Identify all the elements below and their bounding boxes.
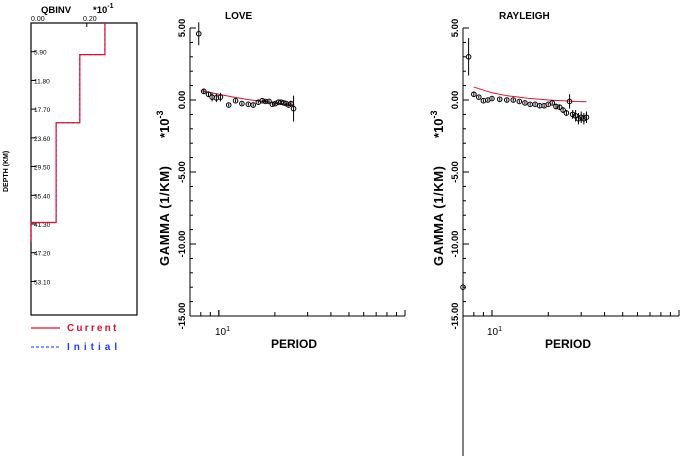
qbinv-multiplier-base: *10 — [93, 5, 107, 16]
qbinv-y-tick-label: 5.90 — [34, 50, 47, 57]
rayleigh-axes — [462, 27, 680, 456]
rayleigh-data-point — [516, 98, 523, 105]
qbinv-y-tick-label: 17.70 — [34, 107, 51, 114]
rayleigh-x-label: PERIOD — [545, 337, 591, 351]
legend-initial-label: Initial — [67, 342, 121, 353]
love-y-multiplier-exp: -3 — [155, 110, 165, 118]
rayleigh-data-point — [465, 54, 472, 60]
rayleigh-data — [460, 38, 590, 291]
love-data-point — [266, 98, 272, 105]
rayleigh-data-point — [549, 100, 556, 106]
qbinv-y-tick-label: 53.10 — [34, 279, 51, 286]
legend-current-label: Current — [67, 323, 119, 334]
rayleigh-data-point — [560, 107, 566, 113]
love-data-point — [250, 102, 257, 108]
love-data-point — [269, 101, 276, 108]
rayleigh-y-tick-labels: 5.00 0.00 -5.00 -10.00 -15.00 — [450, 19, 461, 330]
rayleigh-data-point — [553, 103, 559, 110]
rayleigh-data-point — [475, 94, 482, 100]
rayleigh-y-tick-label: -10.00 — [450, 231, 461, 258]
rayleigh-data-point — [572, 113, 579, 119]
qbinv-y-tick-label: 23.60 — [34, 136, 51, 143]
love-data-point — [200, 88, 207, 95]
love-x-tick-label: 101 — [215, 326, 230, 338]
rayleigh-y-tick-label: -5.00 — [450, 161, 461, 183]
rayleigh-y-tick-label: 0.00 — [450, 91, 461, 110]
rayleigh-y-tick-label: 5.00 — [450, 19, 461, 38]
love-data-point — [232, 97, 239, 104]
love-x-label: PERIOD — [271, 337, 317, 351]
qbinv-x-tick-0: 0.00 — [31, 16, 45, 23]
qbinv-y-tick-label: 29.50 — [34, 165, 51, 172]
qbinv-frame — [30, 22, 138, 316]
qbinv-y-tick-label: 35.40 — [34, 193, 51, 200]
rayleigh-data-point — [522, 100, 528, 106]
qbinv-y-tick-labels: 5.90 11.80 17.70 23.60 29.50 35.40 41.30 47.20 5… — [34, 50, 51, 287]
rayleigh-data-point — [566, 98, 573, 105]
love-y-tick-label: -5.00 — [177, 161, 188, 183]
love-data-point — [205, 91, 212, 98]
rayleigh-data-point — [569, 111, 576, 118]
rayleigh-data-point — [496, 96, 503, 103]
rayleigh-x-tick-exp: 1 — [498, 326, 502, 333]
qbinv-panel: QBINV *10-1 0.00 0.20 5.90 11.80 17.70 23.6… — [3, 3, 138, 353]
love-data-point — [272, 100, 279, 107]
love-title: LOVE — [225, 11, 253, 22]
rayleigh-y-multiplier-exp: -3 — [429, 110, 439, 118]
love-y-multiplier-base: *10 — [157, 118, 172, 138]
qbinv-ticks — [30, 23, 88, 282]
qbinv-series-current — [30, 23, 106, 242]
rayleigh-x-tick-base: 10 — [487, 327, 499, 338]
qbinv-y-tick-label: 41.30 — [34, 222, 51, 229]
rayleigh-data-point — [510, 97, 517, 103]
rayleigh-data-point — [460, 284, 466, 291]
qbinv-y-label: DEPTH (KM) — [3, 151, 10, 192]
love-y-tick-label: 5.00 — [177, 19, 188, 38]
rayleigh-y-multiplier-base: *10 — [431, 118, 446, 138]
rayleigh-data-point — [503, 97, 510, 103]
love-data-point — [239, 100, 245, 107]
qbinv-series — [30, 23, 106, 242]
love-y-label: GAMMA (1/KM) — [157, 165, 172, 266]
love-y-tick-label: -15.00 — [177, 303, 188, 330]
rayleigh-data-point — [583, 114, 590, 121]
love-data-point — [225, 102, 232, 108]
qbinv-x-multiplier: *10-1 — [93, 3, 114, 16]
rayleigh-y-label: GAMMA (1/KM) — [431, 165, 446, 266]
love-data-point — [259, 97, 266, 104]
love-y-tick-labels: 5.00 0.00 -5.00 -10.00 -15.00 — [177, 19, 188, 330]
love-data — [195, 22, 297, 122]
qbinv-y-tick-label: 11.80 — [34, 78, 50, 85]
rayleigh-data-point — [556, 104, 563, 110]
love-data-point — [290, 105, 297, 112]
rayleigh-y-tick-label: -15.00 — [450, 303, 461, 330]
love-panel: LOVE 5.00 0.00 -5.00 -10.00 -15.00 GAMMA (1/… — [155, 11, 406, 351]
love-data-point — [262, 98, 269, 105]
qbinv-x-tick-1: 0.20 — [83, 16, 97, 23]
love-y-multiplier: *10-3 — [155, 110, 172, 138]
rayleigh-data-point — [563, 110, 570, 116]
rayleigh-y-multiplier: *10-3 — [429, 110, 446, 138]
love-x-tick-base: 10 — [215, 327, 227, 338]
rayleigh-data-point — [471, 91, 477, 98]
love-y-tick-label: 0.00 — [177, 91, 188, 110]
rayleigh-title: RAYLEIGH — [499, 11, 550, 22]
rayleigh-panel: RAYLEIGH 5.00 0.00 -5.00 -10.00 -15.00 GAMMA… — [429, 11, 680, 456]
love-y-tick-label: -10.00 — [177, 231, 188, 258]
qbinv-multiplier-exp: -1 — [107, 3, 113, 10]
rayleigh-x-tick-label: 101 — [487, 326, 502, 338]
love-axes — [189, 27, 406, 317]
love-data-point — [217, 94, 224, 100]
rayleigh-data-point — [489, 95, 495, 102]
qbinv-y-tick-label: 47.20 — [34, 251, 51, 258]
love-x-tick-exp: 1 — [226, 326, 230, 333]
love-data-point — [195, 30, 202, 37]
qbinv-title: QBINV — [41, 5, 72, 16]
